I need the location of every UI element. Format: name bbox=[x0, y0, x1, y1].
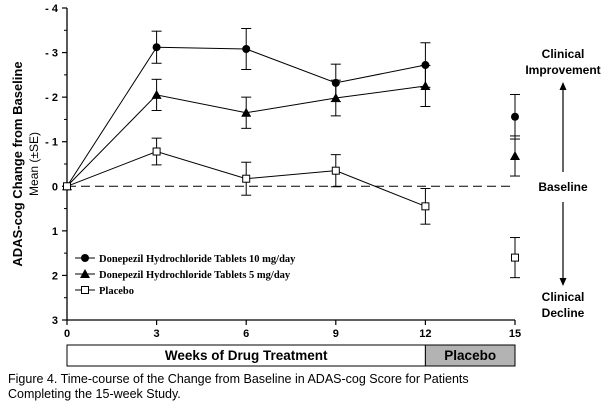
y-tick-label: 3 bbox=[52, 315, 58, 327]
band-placebo-label: Placebo bbox=[444, 348, 496, 363]
annotation-decline: Decline bbox=[542, 306, 585, 320]
data-point bbox=[511, 253, 519, 262]
data-point bbox=[420, 81, 431, 90]
y-tick-label: 2 bbox=[52, 270, 58, 282]
caption-line-2: Completing the 15-week Study. bbox=[8, 387, 181, 401]
x-tick-label: 12 bbox=[419, 328, 431, 340]
legend-marker bbox=[80, 269, 90, 278]
annotation-improvement: Clinical bbox=[542, 47, 585, 61]
y-tick-label: - 4 bbox=[45, 3, 59, 15]
x-tick-label: 0 bbox=[64, 328, 70, 340]
y-tick-label: - 2 bbox=[45, 92, 58, 104]
plot-marks bbox=[62, 28, 520, 279]
y-axis-sublabel: Mean (±SE) bbox=[27, 132, 41, 196]
data-point bbox=[331, 166, 340, 175]
data-point bbox=[242, 174, 251, 183]
data-point bbox=[151, 89, 162, 99]
x-tick-label: 9 bbox=[333, 328, 339, 340]
series-1 bbox=[63, 28, 520, 191]
series-2 bbox=[62, 64, 520, 191]
side-annotations: Clinical Improvement Baseline Clinical Decli… bbox=[525, 47, 600, 320]
x-tick-label: 6 bbox=[243, 328, 249, 340]
data-point bbox=[241, 107, 252, 117]
arrow-up-head bbox=[559, 82, 567, 90]
annotation-decline: Clinical bbox=[542, 290, 585, 304]
data-point bbox=[330, 93, 341, 103]
legend-marker bbox=[81, 254, 89, 262]
data-point bbox=[421, 202, 430, 211]
annotation-baseline: Baseline bbox=[538, 180, 588, 194]
figure-caption: Figure 4. Time-course of the Change from… bbox=[8, 372, 608, 402]
data-point bbox=[152, 147, 161, 156]
legend-label: Donepezil Hydrochloride Tablets 5 mg/day bbox=[99, 270, 291, 281]
y-tick-label: 1 bbox=[52, 226, 58, 238]
band-placebo bbox=[424, 344, 516, 367]
y-tick-label: - 3 bbox=[45, 48, 58, 60]
caption-line-1: Figure 4. Time-course of the Change from… bbox=[8, 372, 469, 386]
band-treatment-label: Weeks of Drug Treatment bbox=[165, 348, 328, 363]
x-axis-bands: Weeks of Drug Treatment Placebo bbox=[66, 344, 516, 367]
legend-marker bbox=[81, 286, 89, 294]
y-tick-label: 0 bbox=[52, 181, 58, 193]
data-point bbox=[152, 43, 161, 52]
data-point bbox=[510, 150, 520, 160]
x-tick-label: 15 bbox=[509, 328, 521, 340]
series-3 bbox=[63, 137, 520, 279]
data-point bbox=[63, 182, 71, 191]
y-tick-label: - 1 bbox=[45, 137, 58, 149]
data-point bbox=[242, 45, 251, 54]
annotation-improvement: Improvement bbox=[525, 63, 600, 77]
x-tick-label: 3 bbox=[154, 328, 160, 340]
legend-label: Donepezil Hydrochloride Tablets 10 mg/da… bbox=[99, 254, 296, 265]
data-point bbox=[511, 112, 519, 121]
legend: Donepezil Hydrochloride Tablets 10 mg/da… bbox=[75, 254, 296, 297]
arrow-down-head bbox=[559, 278, 567, 286]
y-axis-label: ADAS-cog Change from Baseline bbox=[10, 61, 25, 266]
legend-label: Placebo bbox=[99, 286, 134, 297]
